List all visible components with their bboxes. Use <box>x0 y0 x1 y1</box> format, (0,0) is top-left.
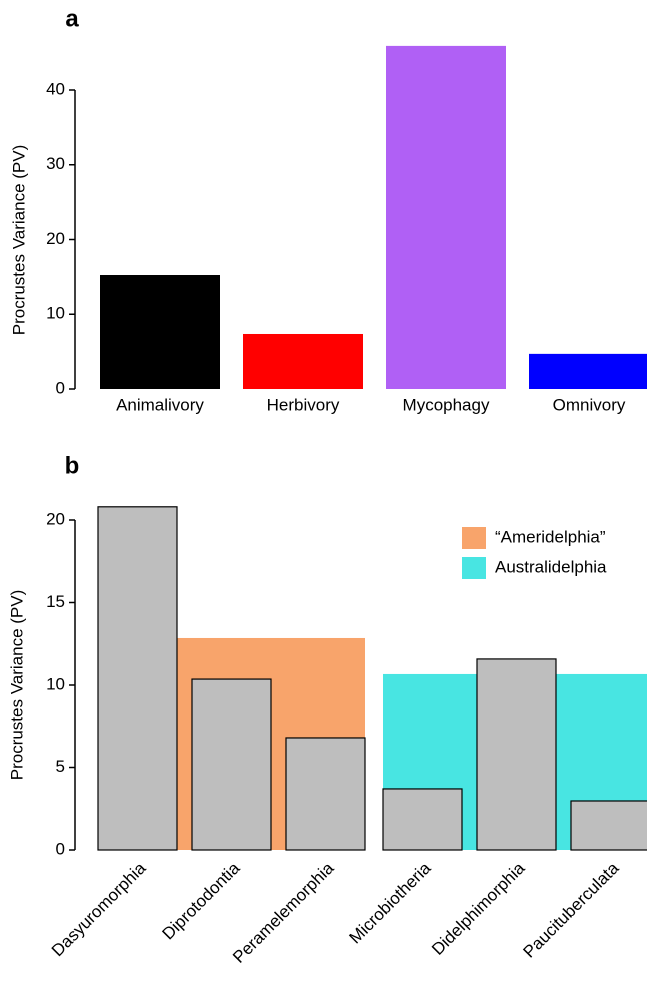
x-tick-label: Microbiotheria <box>346 858 435 947</box>
bar <box>286 738 365 850</box>
y-tick-label: 10 <box>46 674 65 693</box>
x-tick-label: Animalivory <box>116 395 204 414</box>
x-tick-label: Diprotodontia <box>159 858 244 943</box>
x-tick-label: Peramelemorphia <box>229 858 338 967</box>
y-tick-label: 10 <box>46 304 65 323</box>
figure: a Procrustes Variance (PV) 0 10 20 30 40 Animal… <box>0 0 647 988</box>
y-tick-label: 40 <box>46 79 65 98</box>
y-tick-label: 30 <box>46 154 65 173</box>
bar <box>529 354 647 389</box>
legend-label: Australidelphia <box>495 557 607 576</box>
y-axis-title: Procrustes Variance (PV) <box>7 590 26 781</box>
y-tick-label: 0 <box>56 378 65 397</box>
bar <box>100 275 220 389</box>
y-tick-label: 20 <box>46 229 65 248</box>
bar <box>243 334 363 389</box>
x-tick-label: Omnivory <box>553 395 626 414</box>
panel-label: a <box>65 5 79 32</box>
bar <box>386 46 506 389</box>
y-axis-title: Procrustes Variance (PV) <box>9 145 28 336</box>
x-tick-label: Mycophagy <box>403 395 490 414</box>
bar <box>477 659 556 850</box>
x-tick-label: Didelphimorphia <box>428 858 529 959</box>
bar <box>192 679 271 850</box>
legend-swatch <box>462 557 486 579</box>
panel-label: b <box>65 452 80 479</box>
y-tick-label: 20 <box>46 509 65 528</box>
bar <box>98 507 177 850</box>
y-tick-label: 0 <box>56 839 65 858</box>
y-tick-label: 5 <box>56 757 65 776</box>
x-tick-label: Dasyuromorphia <box>48 858 150 960</box>
bar <box>571 801 647 850</box>
x-tick-label: Paucituberculata <box>520 858 623 961</box>
legend-label: “Ameridelphia” <box>495 527 606 546</box>
bar <box>383 789 462 850</box>
x-tick-label: Herbivory <box>267 395 340 414</box>
legend-swatch <box>462 527 486 549</box>
y-tick-label: 15 <box>46 592 65 611</box>
